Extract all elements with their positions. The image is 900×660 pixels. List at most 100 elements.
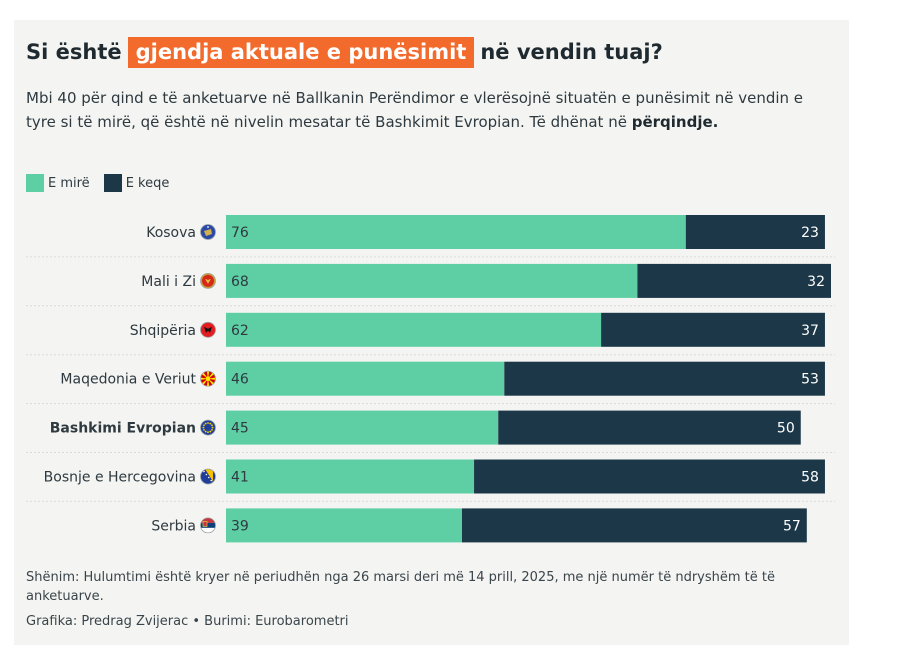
bosnia-flag-icon (200, 469, 216, 484)
flag-0-star (207, 226, 209, 228)
chart-row: Maqedonia e Veriut 46 53 (26, 354, 835, 396)
category-label: Serbia (151, 518, 196, 534)
flag-2-ring (200, 321, 216, 338)
chart-row: Bosnje e Hercegovina 41 58 (26, 452, 835, 494)
title-after: në vendin tuaj? (480, 40, 663, 64)
flag-3-ray-2 (206, 378, 210, 387)
bar-bad (637, 263, 831, 298)
flag-4-star-10 (209, 422, 212, 425)
flag-4-star-11 (211, 424, 213, 427)
bar-bad (685, 215, 825, 249)
legend: E mirë E keqe (26, 174, 183, 192)
flag-0-map (204, 229, 212, 236)
bar-good (226, 459, 475, 494)
legend-label-good: E mirë (48, 175, 90, 191)
flag-5-triangle (205, 469, 213, 482)
legend-label-bad: E keqe (125, 175, 170, 191)
flag-4-star-6 (202, 426, 205, 429)
flag-4-ring (200, 419, 216, 436)
flag-6-red (200, 517, 216, 523)
flag-5-star-3 (210, 479, 212, 482)
flag-6-white (200, 527, 216, 533)
bar-good (226, 508, 462, 543)
eu-flag-icon (200, 420, 216, 436)
albania-flag-icon (200, 322, 216, 338)
flag-6-ring (200, 517, 216, 534)
montenegro-flag-icon (200, 273, 216, 289)
bar-good (226, 361, 505, 396)
category-label: Bashkimi Evropian (50, 421, 196, 437)
title-before: Si është (26, 40, 122, 64)
flag-5-star-0 (203, 470, 205, 473)
subtitle-text: Mbi 40 për qind e të anketuarve në Ballk… (26, 89, 804, 131)
flag-4-star-5 (203, 429, 205, 431)
chart-row: Mali i Zi 68 32 (26, 256, 835, 298)
bar-good (226, 312, 602, 347)
credit: Grafika: Predrag Zvijerac • Burimi: Euro… (26, 614, 349, 629)
chart-row: Kosova 76 23 (146, 215, 825, 249)
flag-4-star-4 (204, 430, 207, 433)
flag-3-ring (200, 370, 216, 387)
bar-good (226, 410, 499, 445)
flag-4-star-2 (209, 430, 212, 433)
category-label: Mali i Zi (141, 274, 196, 290)
chart-row: Shqipëria 62 37 (26, 305, 835, 347)
legend-swatch-good (26, 174, 44, 192)
value-label-bad: 53 (801, 372, 819, 388)
value-label-bad: 58 (801, 470, 819, 486)
value-label-good: 45 (231, 421, 249, 437)
value-label-good: 68 (231, 274, 249, 290)
flag-2-eagle (204, 326, 212, 333)
bar-good (226, 215, 686, 249)
flag-3-ray-0 (208, 377, 216, 381)
value-label-good: 76 (231, 225, 249, 241)
flag-3-ray-4 (200, 377, 208, 381)
chart-title: Si është gjendja aktuale e punësimit në … (26, 34, 663, 70)
value-label-bad: 23 (801, 225, 819, 241)
subtitle-bold: përqindje. (631, 113, 719, 131)
legend-item-bad: E keqe (103, 174, 170, 192)
value-label-good: 62 (231, 323, 249, 339)
value-label-bad: 57 (783, 518, 801, 534)
bar-bad (474, 459, 825, 494)
flag-4-star-0 (211, 426, 214, 429)
value-label-bad: 50 (777, 421, 795, 437)
legend-item-good: E mirë (26, 174, 90, 192)
flag-1-eagle (205, 278, 211, 284)
flag-4-star-7 (203, 424, 205, 427)
kosovo-flag-icon (200, 224, 216, 240)
value-label-good: 46 (231, 372, 249, 388)
flag-1-ring (200, 272, 216, 289)
category-label: Shqipëria (130, 323, 196, 339)
flag-4-star-3 (207, 431, 209, 434)
flag-4-bg (200, 420, 216, 436)
flag-5-ring (200, 468, 216, 485)
category-label: Bosnje e Hercegovina (44, 470, 196, 486)
chart-row: Bashkimi Evropian 45 50 (26, 403, 835, 445)
serbia-flag-icon (200, 517, 216, 533)
bar-bad (504, 361, 825, 396)
bar-bad (461, 508, 807, 543)
bar-bad (498, 410, 801, 445)
legend-swatch-bad (103, 174, 122, 192)
flag-5-star-1 (205, 473, 208, 476)
flag-6-coat (202, 521, 208, 527)
flag-3-ray-6 (206, 371, 210, 379)
flag-0-ring (200, 224, 216, 240)
value-label-good: 41 (231, 470, 249, 486)
north-macedonia-flag-icon (200, 371, 216, 387)
flag-4-star-9 (207, 422, 209, 424)
flag-3-sun (205, 376, 211, 382)
flag-4-star-1 (211, 429, 213, 431)
flag-4-star-8 (204, 422, 207, 425)
bar-good (226, 263, 638, 298)
value-label-good: 39 (231, 518, 249, 534)
footnote: Shënim: Hulumtimi është kryer në periudh… (26, 570, 776, 604)
value-label-bad: 32 (807, 274, 825, 290)
chart-row: Serbia 39 57 (26, 500, 835, 543)
bar-bad (601, 312, 825, 347)
category-label: Maqedonia e Veriut (60, 372, 196, 388)
category-label: Kosova (146, 225, 196, 241)
title-highlight: gjendja aktuale e punësimit (127, 36, 475, 68)
